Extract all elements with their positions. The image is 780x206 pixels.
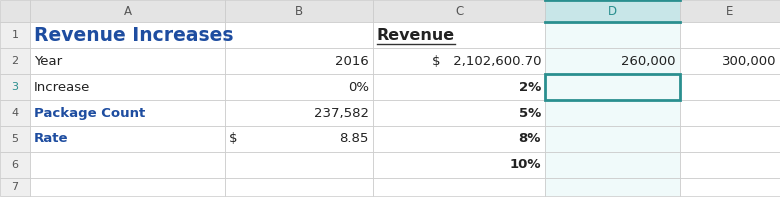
Text: 1: 1 — [12, 30, 19, 40]
Bar — [680, 178, 780, 196]
Text: 8%: 8% — [519, 132, 541, 145]
Bar — [225, 48, 373, 74]
Bar — [680, 126, 780, 152]
Bar — [30, 74, 225, 100]
Bar — [0, 22, 30, 48]
Text: 5: 5 — [12, 134, 19, 144]
Bar — [545, 74, 680, 100]
Bar — [680, 22, 780, 48]
Bar — [0, 178, 30, 196]
Bar — [373, 100, 545, 126]
Bar — [225, 126, 373, 152]
Text: 237,582: 237,582 — [314, 107, 369, 119]
Text: 300,000: 300,000 — [722, 55, 776, 68]
Bar — [545, 0, 680, 22]
Bar — [545, 178, 680, 196]
Bar — [680, 48, 780, 74]
Bar — [0, 126, 30, 152]
Text: 10%: 10% — [509, 158, 541, 172]
Bar — [545, 126, 680, 152]
Bar — [30, 48, 225, 74]
Text: 7: 7 — [12, 182, 19, 192]
Bar — [0, 100, 30, 126]
Bar — [373, 22, 545, 48]
Text: Package Count: Package Count — [34, 107, 145, 119]
Text: 6: 6 — [12, 160, 19, 170]
Bar — [225, 152, 373, 178]
Text: E: E — [726, 5, 734, 18]
Text: D: D — [608, 5, 617, 18]
Text: Revenue: Revenue — [377, 27, 455, 42]
Text: $   2,102,600.70: $ 2,102,600.70 — [431, 55, 541, 68]
Bar — [373, 48, 545, 74]
Bar — [30, 100, 225, 126]
Bar — [30, 22, 225, 48]
Bar — [0, 152, 30, 178]
Bar — [30, 152, 225, 178]
Bar — [373, 0, 545, 22]
Text: 4: 4 — [12, 108, 19, 118]
Bar — [680, 100, 780, 126]
Bar — [680, 0, 780, 22]
Text: 8.85: 8.85 — [339, 132, 369, 145]
Bar — [0, 0, 30, 22]
Bar — [373, 74, 545, 100]
Bar — [225, 74, 373, 100]
Text: Revenue Increases: Revenue Increases — [34, 26, 233, 44]
Text: A: A — [123, 5, 132, 18]
Text: Rate: Rate — [34, 132, 69, 145]
Bar — [225, 22, 373, 48]
Bar — [0, 74, 30, 100]
Bar — [373, 126, 545, 152]
Bar — [30, 126, 225, 152]
Bar — [373, 152, 545, 178]
Text: 260,000: 260,000 — [622, 55, 676, 68]
Bar — [680, 152, 780, 178]
Bar — [373, 178, 545, 196]
Text: 2: 2 — [12, 56, 19, 66]
Text: Increase: Increase — [34, 81, 90, 94]
Bar — [545, 152, 680, 178]
Text: 0%: 0% — [348, 81, 369, 94]
Text: Year: Year — [34, 55, 62, 68]
Text: $: $ — [229, 132, 237, 145]
Text: 2016: 2016 — [335, 55, 369, 68]
Bar — [680, 74, 780, 100]
Bar — [225, 0, 373, 22]
Bar — [545, 74, 680, 100]
Bar — [545, 22, 680, 48]
Bar — [545, 48, 680, 74]
Bar — [0, 48, 30, 74]
Bar — [30, 0, 225, 22]
Text: 2%: 2% — [519, 81, 541, 94]
Bar — [225, 100, 373, 126]
Text: 3: 3 — [12, 82, 19, 92]
Text: B: B — [295, 5, 303, 18]
Bar — [225, 178, 373, 196]
Text: C: C — [455, 5, 463, 18]
Text: 5%: 5% — [519, 107, 541, 119]
Bar — [30, 178, 225, 196]
Bar — [545, 100, 680, 126]
